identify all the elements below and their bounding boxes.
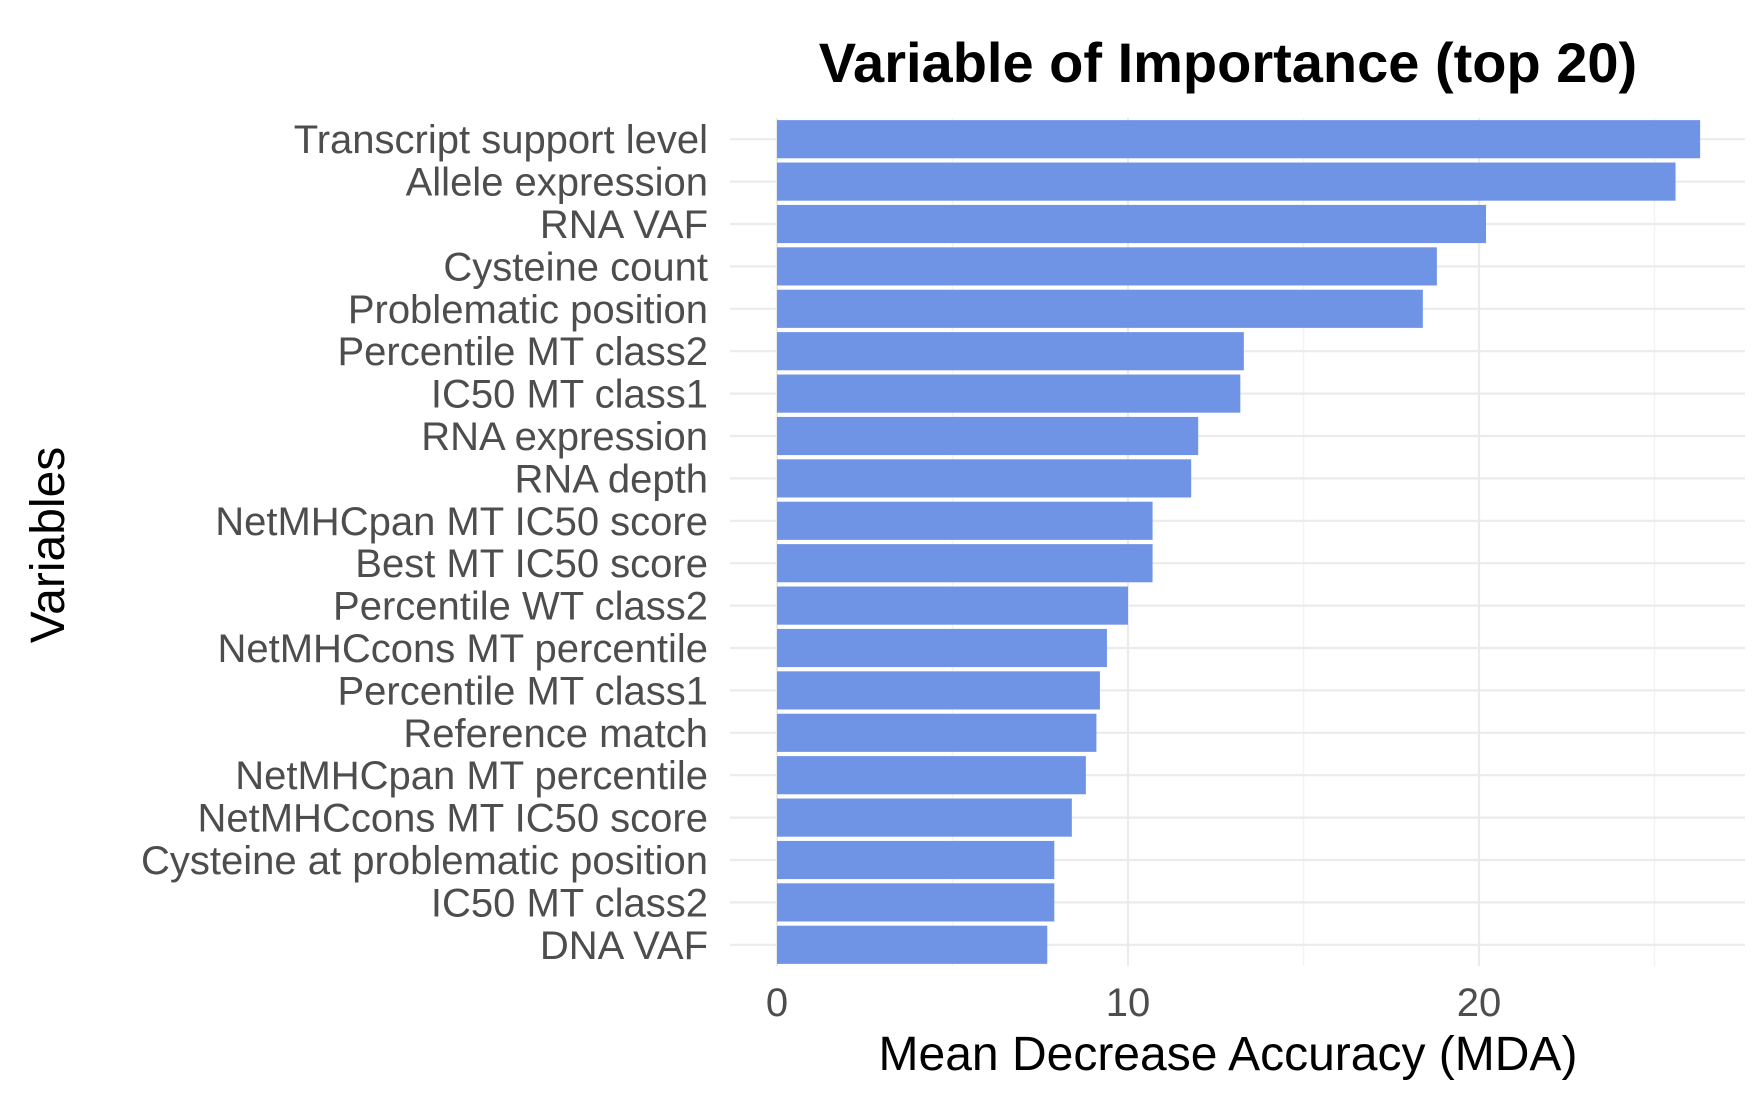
y-tick-label: Reference match [403,712,708,756]
bar [777,247,1437,286]
y-tick-label: Percentile MT class2 [337,330,708,374]
bar [777,120,1701,159]
bar [777,501,1153,540]
bar [777,289,1423,328]
bar [777,713,1097,752]
bar [777,332,1244,371]
y-tick-label: RNA expression [421,415,708,459]
y-tick-label: NetMHCcons MT percentile [217,627,708,671]
x-tick-labels: 0 10 20 [766,981,1501,1025]
bar [777,628,1107,668]
y-tick-label: Best MT IC50 score [355,542,708,586]
bar [777,374,1241,413]
chart-title: Variable of Importance (top 20) [819,31,1637,94]
bar [777,459,1192,498]
bar [777,544,1153,583]
y-tick-label: NetMHCpan MT percentile [235,754,708,798]
bar [777,840,1055,880]
grid [730,118,1745,966]
bar [777,756,1086,795]
y-tick-label: Allele expression [406,161,708,205]
x-tick-label: 10 [1106,981,1151,1025]
x-axis-title: Mean Decrease Accuracy (MDA) [879,1028,1578,1081]
y-tick-label: Percentile WT class2 [333,585,708,629]
bars [777,120,1701,964]
bar [777,416,1199,456]
bar [777,162,1676,201]
bar [777,798,1072,837]
bar [777,204,1487,244]
y-tick-label: NetMHCpan MT IC50 score [215,500,708,544]
x-tick-label: 0 [766,981,788,1025]
y-tick-label: Percentile MT class1 [337,669,708,713]
y-tick-label: IC50 MT class1 [431,373,708,417]
y-tick-label: Cysteine at problematic position [141,839,708,883]
y-tick-label: RNA VAF [540,203,708,247]
y-tick-label: Cysteine count [443,245,708,289]
bar [777,671,1100,710]
y-tick-label: DNA VAF [540,924,708,968]
bar [777,883,1055,922]
y-tick-label: NetMHCcons MT IC50 score [197,797,708,841]
y-axis-title: Variables [22,447,75,644]
y-tick-label: RNA depth [515,457,708,501]
y-tick-label: Problematic position [348,288,708,332]
bar [777,925,1048,964]
x-tick-label: 20 [1457,981,1502,1025]
bar [777,586,1128,625]
y-tick-label: Transcript support level [294,118,708,162]
y-tick-label: IC50 MT class2 [431,881,708,925]
